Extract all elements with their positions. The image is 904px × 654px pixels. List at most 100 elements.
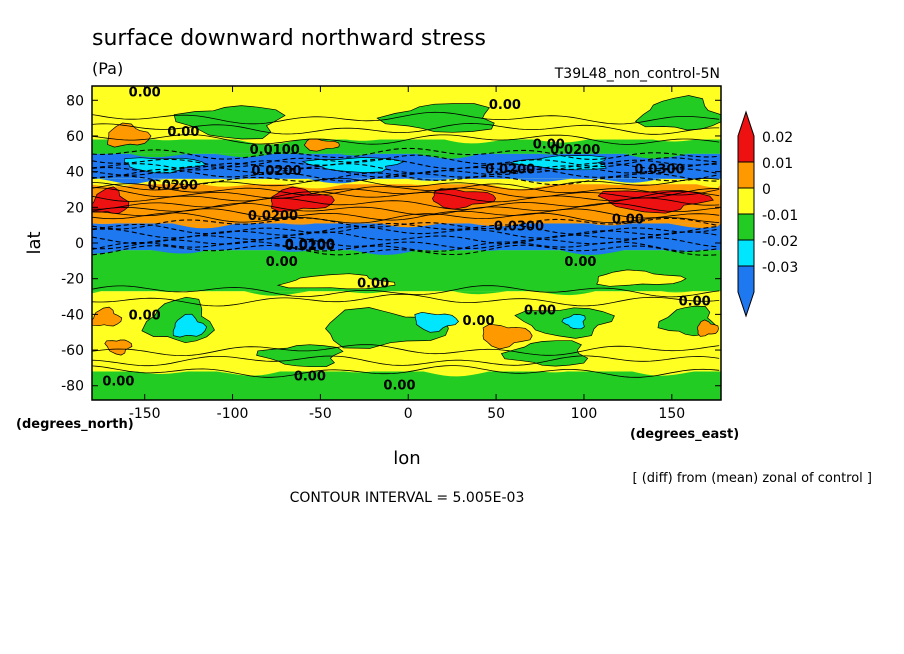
contour-line-7 (92, 365, 720, 378)
patch-yellow-26 (596, 269, 687, 287)
contour-line-16 (92, 197, 720, 210)
contour-line-14 (92, 187, 720, 199)
band-edge-6 (92, 245, 721, 255)
patch-cyan-17 (561, 314, 586, 330)
colorbar-label: -0.02 (762, 234, 798, 250)
contour-label: 0.0200 (148, 178, 198, 193)
contour-line-26 (92, 111, 720, 125)
contour-label: 0.00 (294, 369, 326, 384)
patch-red-2 (431, 188, 497, 210)
patch-green-23 (256, 344, 344, 368)
contour-label: 0.00 (383, 378, 415, 393)
contour-line-13 (92, 183, 720, 196)
contour-line-25 (92, 122, 720, 135)
patch-cyan-15 (414, 311, 459, 333)
band-edge-8 (92, 366, 721, 377)
x-tick-label: -50 (309, 406, 332, 422)
contour-label: 0.0300 (494, 220, 544, 235)
contour-line-29 (92, 355, 720, 367)
contour-line-15 (92, 190, 720, 203)
contour-label: 0.0100 (285, 237, 335, 252)
band-green-1 (92, 139, 721, 154)
y-tick-label: 60 (66, 129, 84, 145)
contour-line-27 (92, 293, 720, 307)
y-axis: -80 -60 -40 -20 0 20 40 60 80 (61, 93, 721, 395)
contour-label: 0.00 (129, 86, 161, 101)
colorbar-swatch (737, 187, 755, 215)
contour-line-10 (92, 162, 720, 174)
plot-area: 0.00 0.00 0.00 0.0100 0.00 0.0200 0.0200 0.0200… (92, 86, 721, 400)
contour-label: 0.0200 (248, 209, 298, 224)
y-tick-label: -20 (61, 272, 84, 288)
patch-orange-20 (697, 319, 719, 337)
y-unit-label: (degrees_north) (16, 417, 134, 432)
contour-label: 0.00 (462, 314, 494, 329)
band-yellow-3 (92, 178, 721, 185)
patch-orange-19 (92, 306, 123, 327)
x-tick-label: 50 (487, 406, 505, 422)
patch-orange-8 (303, 138, 340, 152)
patch-cyan-13 (172, 313, 208, 338)
patch-yellow-25 (276, 273, 396, 290)
contour-label: 0.00 (489, 98, 521, 113)
y-tick-label: -60 (61, 343, 84, 359)
y-tick-label: -80 (61, 379, 84, 395)
contour-line-6 (92, 285, 720, 298)
contour-line-22 (92, 231, 720, 245)
contour-label: 0.0200 (285, 239, 335, 254)
patch-cyan-11 (510, 155, 607, 171)
contour-label: 0.0200 (485, 162, 535, 177)
units-label: (Pa) (92, 59, 123, 78)
patch-green-5 (376, 103, 495, 133)
contour-label: 0.00 (167, 125, 199, 140)
y-axis-label: lat (24, 231, 45, 254)
band-edge-1 (92, 134, 721, 145)
x-tick-label: 0 (404, 406, 413, 422)
contour-label: 0.0200 (251, 164, 301, 179)
contour-line-11 (92, 165, 720, 178)
colorbar-bottom-arrow (737, 265, 755, 318)
band-edge-5 (92, 218, 721, 229)
patch-orange-7 (107, 122, 152, 148)
contour-line-5 (92, 244, 720, 256)
contour-label: 0.00 (102, 375, 134, 390)
y-tick-label: 40 (66, 165, 84, 181)
contour-line-1 (92, 147, 720, 160)
contour-line-18 (92, 208, 720, 221)
x-tick-label: 100 (571, 406, 598, 422)
x-tick-label: 150 (658, 406, 685, 422)
y-tick-label: 20 (66, 200, 84, 216)
contour-line-8 (92, 154, 720, 168)
band-edge-4 (92, 179, 721, 190)
contour-label: 0.00 (564, 255, 596, 270)
contour-line-19 (92, 212, 720, 224)
contour-line-0 (92, 134, 720, 145)
contour-line-9 (92, 158, 720, 171)
contour-line-23 (92, 236, 720, 250)
x-axis: -150 -100 -50 0 50 100 150 (129, 86, 685, 422)
band-edge-7 (92, 286, 721, 296)
patch-orange-22 (104, 339, 133, 356)
colorbar-swatch (737, 239, 755, 267)
contour-line-12 (92, 168, 720, 182)
contour-line-20 (92, 222, 720, 235)
contour-label: 0.00 (129, 309, 161, 324)
x-tick-label: -150 (129, 406, 161, 422)
colorbar-label: 0 (762, 182, 771, 198)
contour-line-28 (92, 344, 720, 357)
colorbar-label: -0.01 (762, 208, 798, 224)
x-unit-label: (degrees_east) (630, 427, 739, 442)
colorbar: 0.02 0.01 0 -0.01 -0.02 -0.03 (737, 110, 798, 318)
dataset-label: T39L48_non_control-5N (554, 66, 720, 82)
contour-label: 0.0300 (634, 162, 684, 177)
contour-line-3 (92, 177, 720, 191)
band-edge-2 (92, 149, 721, 159)
y-tick-label: -40 (61, 307, 84, 323)
band-edge-3 (92, 173, 721, 184)
colorbar-label: -0.03 (762, 260, 798, 276)
chart-title: surface downward northward stress (92, 26, 486, 51)
colorbar-label: 0.02 (762, 130, 793, 146)
contour-label: 0.00 (612, 212, 644, 227)
contour-line-24 (92, 241, 720, 252)
contour-label: 0.00 (357, 277, 389, 292)
